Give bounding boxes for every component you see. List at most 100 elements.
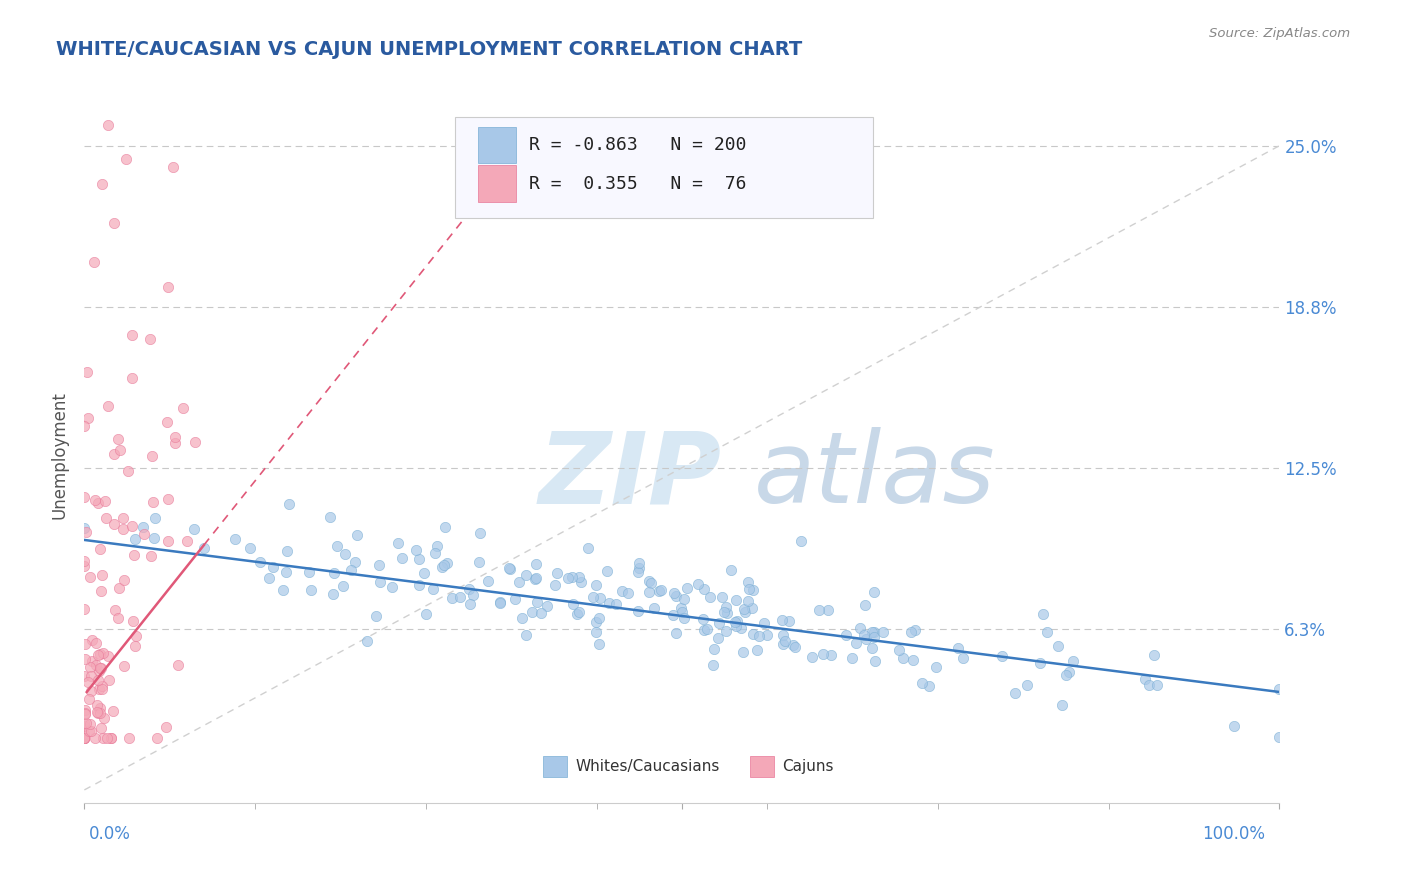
Point: [498, 561, 520, 575]
Point: [172, 401, 194, 416]
Point: [742, 583, 765, 598]
Point: [94, 494, 117, 508]
Point: [100, 731, 122, 746]
Point: [863, 585, 886, 599]
Point: [720, 563, 742, 577]
Point: [100, 731, 122, 746]
Point: [605, 597, 627, 611]
Point: [1015, 678, 1038, 692]
Point: [845, 635, 868, 649]
Point: [662, 585, 685, 599]
Point: [665, 626, 688, 640]
Point: [91, 568, 114, 582]
Point: [638, 585, 661, 599]
Point: [903, 624, 925, 638]
Point: [79, 669, 101, 683]
Point: [925, 660, 948, 674]
Point: [891, 651, 914, 665]
Point: [436, 556, 458, 570]
Point: [773, 634, 796, 648]
Point: [425, 546, 447, 560]
Point: [89, 661, 111, 675]
Point: [299, 582, 322, 597]
Point: [643, 601, 665, 615]
Point: [1004, 686, 1026, 700]
Point: [568, 605, 591, 619]
Point: [80, 684, 103, 698]
Point: [391, 551, 413, 566]
Point: [90, 660, 112, 674]
Point: [77, 692, 100, 706]
Point: [1032, 607, 1054, 621]
Point: [432, 558, 454, 573]
Point: [73, 419, 96, 434]
Point: [274, 566, 297, 580]
Point: [693, 624, 716, 638]
Point: [585, 615, 607, 629]
Point: [73, 731, 96, 746]
Point: [1133, 672, 1156, 686]
Point: [75, 525, 97, 540]
Point: [713, 605, 735, 619]
Point: [89, 706, 111, 721]
Point: [332, 579, 354, 593]
Point: [588, 637, 610, 651]
Point: [820, 648, 842, 663]
Point: [117, 464, 139, 478]
Point: [782, 638, 804, 652]
Point: [530, 606, 553, 620]
Point: [224, 533, 246, 547]
Point: [1223, 719, 1246, 733]
Point: [73, 731, 96, 745]
Text: Whites/Caucasians: Whites/Caucasians: [575, 759, 720, 774]
Point: [499, 562, 522, 576]
Point: [488, 596, 510, 610]
Point: [665, 589, 688, 603]
Text: R =  0.355   N =  76: R = 0.355 N = 76: [529, 175, 747, 193]
Point: [692, 612, 714, 626]
Point: [853, 598, 876, 612]
Point: [84, 657, 107, 672]
Point: [426, 539, 449, 553]
Point: [108, 442, 131, 457]
Point: [73, 554, 96, 568]
Point: [93, 731, 115, 746]
Point: [817, 603, 839, 617]
Point: [104, 603, 127, 617]
Point: [688, 577, 710, 591]
Point: [714, 600, 737, 615]
Point: [662, 607, 685, 622]
Point: [734, 606, 756, 620]
Point: [112, 573, 135, 587]
Point: [546, 566, 568, 580]
FancyBboxPatch shape: [543, 756, 567, 777]
Point: [489, 595, 512, 609]
Point: [82, 632, 104, 647]
Point: [441, 591, 464, 605]
Point: [79, 717, 101, 731]
Point: [725, 614, 748, 628]
Point: [911, 676, 934, 690]
Point: [648, 583, 671, 598]
Text: R = -0.863   N = 200: R = -0.863 N = 200: [529, 136, 747, 154]
Point: [134, 527, 156, 541]
Point: [673, 591, 696, 606]
Point: [707, 631, 730, 645]
Point: [97, 399, 120, 413]
Point: [87, 648, 110, 662]
Point: [73, 731, 96, 746]
Point: [724, 615, 747, 629]
Point: [716, 606, 738, 620]
Point: [367, 558, 389, 573]
Point: [1029, 657, 1052, 671]
Point: [738, 582, 761, 596]
Point: [841, 650, 863, 665]
Point: [716, 624, 738, 638]
Text: Source: ZipAtlas.com: Source: ZipAtlas.com: [1209, 27, 1350, 40]
Point: [422, 582, 444, 597]
Point: [98, 673, 121, 688]
Point: [408, 577, 430, 591]
Point: [89, 681, 111, 696]
Point: [523, 572, 546, 586]
Point: [90, 584, 112, 599]
